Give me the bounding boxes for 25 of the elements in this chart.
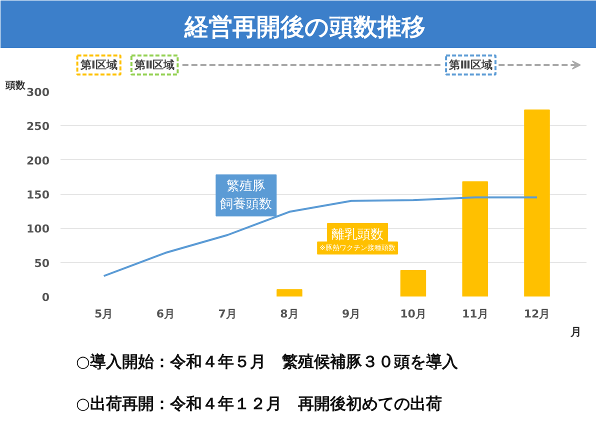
y-tick-label: 300 xyxy=(26,86,50,99)
x-axis-title: 月 xyxy=(570,326,582,338)
x-tick-label: 5月 xyxy=(94,308,114,320)
y-axis-title: 頭数 xyxy=(4,80,26,92)
text: 第Ⅱ区域 xyxy=(133,58,175,72)
text: ○出荷再開：令和４年１２月 再開後初めての出荷 xyxy=(76,394,442,414)
x-tick-label: 12月 xyxy=(524,308,550,320)
x-tick-label: 9月 xyxy=(342,308,361,320)
y-tick-label: 200 xyxy=(26,154,50,168)
series-label: 繁殖豚飼養頭数 xyxy=(220,178,272,212)
x-tick-label: 7月 xyxy=(218,308,237,320)
x-tick-label: 10月 xyxy=(400,308,426,320)
x-tick-label: 8月 xyxy=(280,308,299,320)
y-tick-label: 150 xyxy=(26,188,50,202)
text: 離乳頭数 xyxy=(332,228,384,242)
text: 第Ⅰ区域 xyxy=(79,58,118,72)
chart-title: 経営再開後の頭数推移 xyxy=(183,12,426,41)
y-tick-label: 0 xyxy=(42,291,50,304)
y-tick-label: 50 xyxy=(34,256,50,270)
x-tick-label: 6月 xyxy=(156,308,176,320)
y-tick-label: 100 xyxy=(26,222,50,236)
text: 第Ⅲ区域 xyxy=(448,58,492,72)
y-tick-label: 250 xyxy=(26,120,50,134)
x-tick-label: 11月 xyxy=(462,308,488,320)
text: ○導入開始：令和４年５月 繁殖候補豚３０頭を導入 xyxy=(76,352,459,372)
